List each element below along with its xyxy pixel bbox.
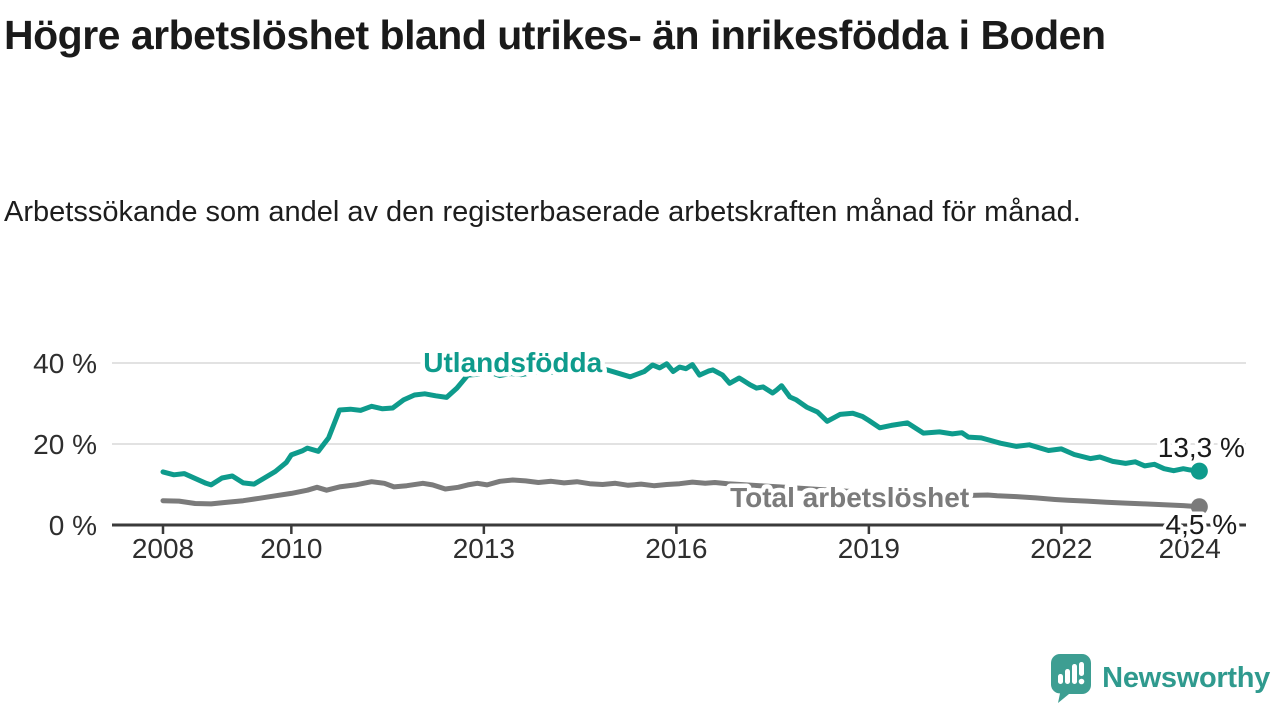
speech-bubble-shape xyxy=(1051,654,1092,703)
y-axis-tick-label: 40 % xyxy=(33,348,97,379)
newsworthy-logo-icon xyxy=(1051,654,1092,703)
x-axis-tick-label: 2013 xyxy=(453,533,515,564)
series-end-value-label: 13,3 % xyxy=(1158,432,1245,463)
chart-header: Högre arbetslöshet bland utrikes- än inr… xyxy=(4,10,1254,228)
brand-name: Newsworthy xyxy=(1102,661,1270,694)
y-axis-tick-label: 0 % xyxy=(49,510,97,541)
y-axis-tick-label: 20 % xyxy=(33,429,97,460)
x-axis-tick-label: 2010 xyxy=(260,533,322,564)
x-axis-tick-label: 2024 xyxy=(1159,533,1221,564)
x-axis-tick-label: 2019 xyxy=(838,533,900,564)
series-end-dot xyxy=(1190,462,1208,480)
series-end-dot xyxy=(1190,498,1208,516)
x-axis-tick-label: 2022 xyxy=(1030,533,1092,564)
series-label: Total arbetslöshet xyxy=(730,482,969,513)
series-end-value-label: 4,5 % xyxy=(1166,509,1238,540)
brand-footer: Newsworthy xyxy=(1050,652,1270,704)
series-label: Utlandsfödda xyxy=(423,347,602,378)
exclamation-dot xyxy=(1078,678,1085,685)
mini-bar-chart-glyph xyxy=(1058,662,1085,685)
chart-subtitle: Arbetssökande som andel av den registerb… xyxy=(4,196,1081,228)
series-line xyxy=(160,477,1202,510)
series-line xyxy=(160,361,1202,488)
exclamation-bar xyxy=(1079,662,1085,676)
page-title: Högre arbetslöshet bland utrikes- än inr… xyxy=(4,12,1106,58)
x-axis-tick-label: 2008 xyxy=(132,533,194,564)
x-axis-tick-label: 2016 xyxy=(645,533,707,564)
